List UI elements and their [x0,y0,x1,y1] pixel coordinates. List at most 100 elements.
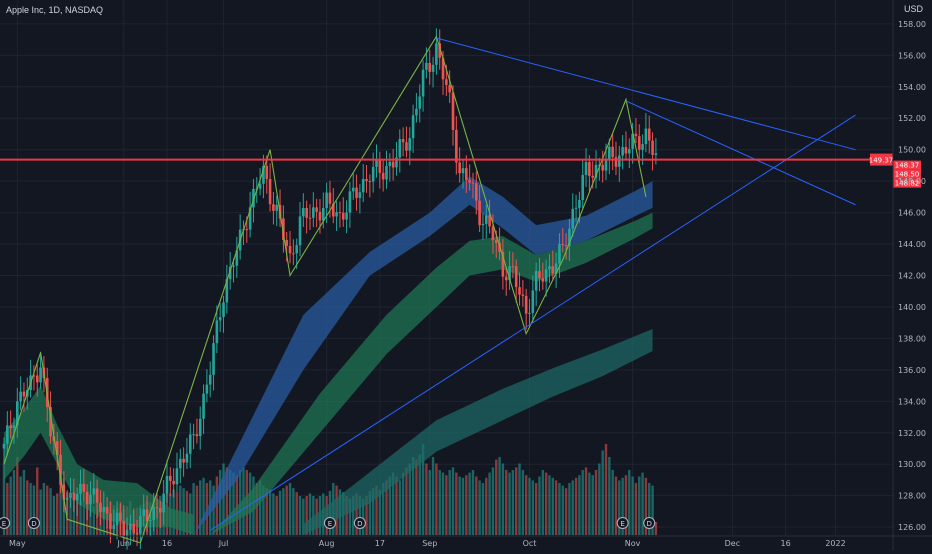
volume-bar [538,476,541,535]
candle-body [458,162,461,174]
volume-bar [232,472,235,535]
candle-body [551,266,555,274]
candle-body [245,229,249,231]
candle-body [448,85,451,93]
candle-body [288,245,292,254]
volume-bar [431,457,435,535]
candle-body [588,162,591,176]
x-tick-label: 17 [375,539,385,548]
volume-bar [455,472,458,535]
candle-body [494,240,498,243]
volume-bar [601,450,604,535]
volume-bar [371,488,375,535]
volume-bar [548,475,551,535]
currency-badge[interactable]: USD [903,4,923,14]
volume-bar [485,477,488,535]
candle-body [511,266,515,268]
y-tick-label: 140.00 [898,303,926,312]
candle-body [491,226,495,241]
candle-body [451,92,455,130]
volume-bar [448,470,451,535]
volume-bar [52,496,56,535]
ma-ribbon [4,385,194,535]
volume-bar [425,463,428,535]
volume-bar [12,470,16,535]
volume-bar [398,480,401,535]
volume-bar [481,483,485,535]
volume-bar [265,488,268,535]
candle-body [325,192,328,209]
time-axis[interactable]: May Jun 16 Jul Aug 17 Sep Oct Nov Dec 16 2022 [0,535,932,548]
candle-body [618,155,621,167]
volume-bar [82,502,86,535]
price-axis[interactable]: 158.00 156.00 154.00 152.00 150.00 148.00 146.… [892,0,926,550]
candle-body [39,367,42,383]
volume-bar [634,483,638,535]
candles [2,28,658,550]
candle-body [401,139,405,143]
candle-body [122,520,126,537]
candle-body [258,183,262,189]
volume-bar [554,480,558,535]
volume-bar [488,472,491,535]
volume-bar [581,470,584,535]
y-tick-label: 156.00 [898,51,926,60]
candle-body [461,168,465,174]
volume-bar [235,475,239,535]
volume-bar [568,483,571,535]
candle-body [305,207,308,218]
volume-bar [218,470,222,535]
candle-body [55,441,59,455]
candle-body [514,266,518,288]
volume-bar [408,463,411,535]
candle-body [99,502,102,512]
volume-bar [95,502,99,535]
candle-body [115,512,119,526]
candle-body [129,523,132,530]
volume-bar [368,490,372,535]
volume-bar [428,470,431,535]
candle-body [345,212,348,220]
volume-bar [282,488,285,535]
candle-body [318,211,322,221]
candle-body [415,108,418,116]
y-tick-label: 158.00 [898,20,926,29]
volume-bar [511,470,515,535]
price-stack-label: 148.82 [895,180,920,188]
volume-bar [438,470,441,535]
volume-bar [508,472,511,535]
volume-bar [505,470,508,535]
volume-bar [641,472,644,535]
volume-bar [72,498,76,535]
candle-body [142,509,145,517]
volume-bar [528,477,531,535]
candle-body [79,483,82,494]
candle-body [59,454,62,485]
volume-bar [578,475,581,535]
candle-body [222,302,225,318]
volume-bar [298,496,302,535]
current-price-label-bg [870,153,893,166]
volume-bar [302,498,305,535]
candle-body [19,391,22,402]
candle-body [172,480,175,485]
volume-bar [179,485,182,535]
candle-body [521,294,525,296]
candle-body [435,43,438,65]
candle-body [272,204,275,211]
candle-body [474,183,478,201]
candle-body [598,164,601,166]
candle-body [149,520,152,522]
volume-bar [441,472,445,535]
volume-bar [56,493,59,535]
x-tick-label: May [9,539,26,548]
volume-bar [385,480,388,535]
volume-bar [644,477,648,535]
candle-body [581,174,585,200]
candle-body [119,512,122,521]
x-tick-label: Jun [116,539,130,548]
